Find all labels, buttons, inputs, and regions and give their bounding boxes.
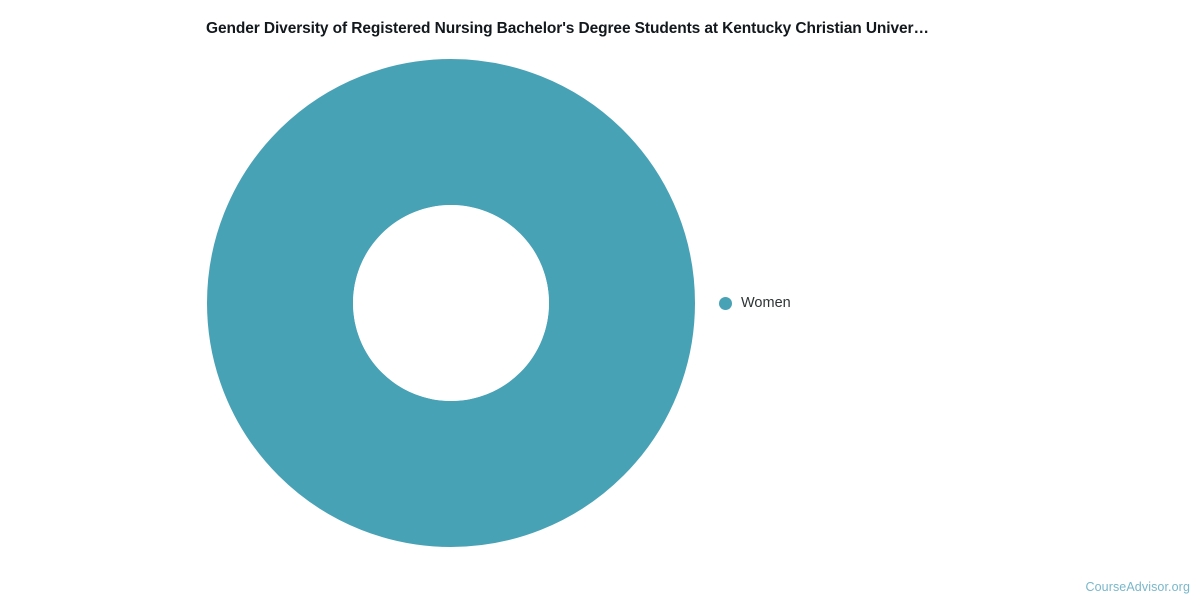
legend-swatch-circle-icon	[719, 296, 732, 310]
legend-item-women[interactable]: Women	[719, 292, 791, 314]
chart-title: Gender Diversity of Registered Nursing B…	[206, 20, 929, 37]
donut-slice-women[interactable]	[207, 59, 695, 547]
donut-plot-area	[207, 59, 695, 547]
donut-center-hole	[353, 205, 549, 401]
watermark-courseadvisor: CourseAdvisor.org	[1085, 580, 1190, 594]
legend-label-women: Women	[741, 295, 791, 311]
donut-svg	[207, 59, 695, 547]
chart-legend: Women	[719, 292, 791, 314]
